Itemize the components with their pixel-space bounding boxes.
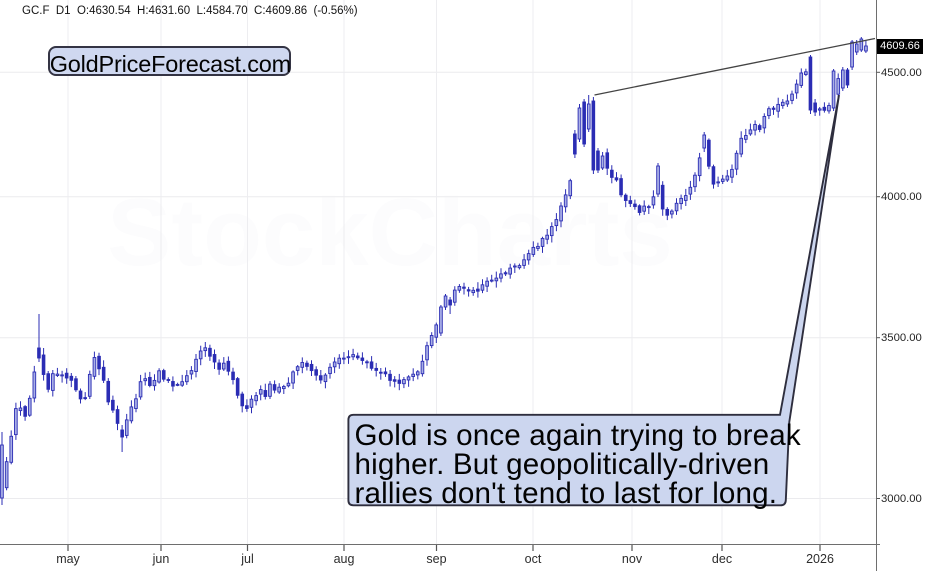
svg-text:StockCharts: StockCharts — [107, 179, 673, 286]
